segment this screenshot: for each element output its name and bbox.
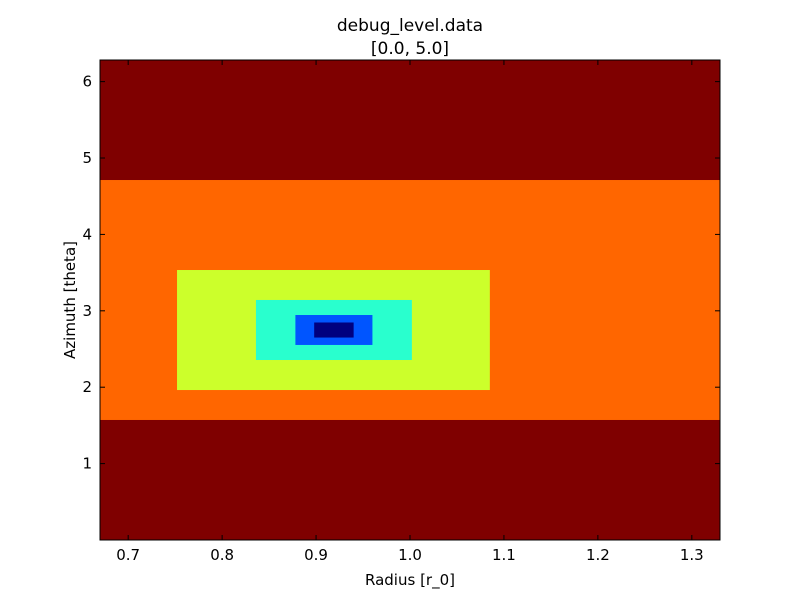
y-tick-label: 3	[82, 302, 92, 320]
chart-title: debug_level.data	[337, 16, 483, 36]
plot-frame	[99, 59, 721, 541]
y-tick-label: 2	[82, 378, 92, 396]
x-axis-label: Radius [r_0]	[365, 571, 455, 590]
y-axis-label: Azimuth [theta]	[61, 241, 79, 359]
chart-subtitle: [0.0, 5.0]	[371, 39, 449, 59]
y-tick-label: 6	[82, 73, 92, 91]
x-tick-label: 0.8	[210, 546, 234, 564]
x-tick-label: 1.2	[586, 546, 610, 564]
plot-area	[100, 60, 720, 540]
x-tick-label: 0.7	[116, 546, 140, 564]
x-tick-label: 0.9	[304, 546, 328, 564]
axis-ticks: 0.7 0.8 0.9 1.0 1.1 1.2 1.3 1 2 3 4 5 6	[82, 60, 720, 564]
x-tick-label: 1.0	[398, 546, 422, 564]
y-tick-label: 1	[82, 455, 92, 473]
x-tick-label: 1.3	[680, 546, 704, 564]
y-tick-label: 4	[82, 225, 92, 243]
y-tick-label: 5	[82, 149, 92, 167]
x-tick-label: 1.1	[492, 546, 516, 564]
heatmap-region-level-0	[314, 322, 354, 338]
